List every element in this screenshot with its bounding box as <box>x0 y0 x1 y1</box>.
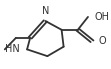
Text: HN: HN <box>5 44 20 54</box>
Text: O: O <box>98 36 106 46</box>
Text: N: N <box>42 6 49 16</box>
Text: OH: OH <box>94 12 109 22</box>
